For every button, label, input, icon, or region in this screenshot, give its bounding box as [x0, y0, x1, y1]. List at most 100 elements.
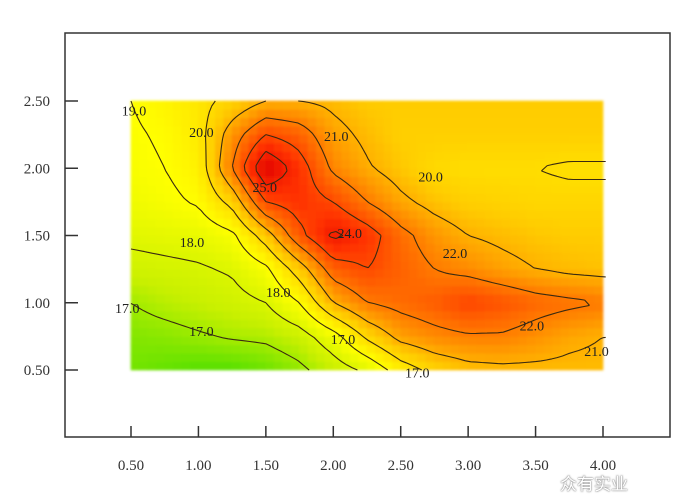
heatmap-cell — [358, 310, 368, 320]
heatmap-cell — [577, 142, 587, 152]
heatmap-cell — [408, 268, 418, 278]
heatmap-cell — [341, 277, 351, 287]
heatmap-cell — [476, 319, 486, 329]
heatmap-cell — [155, 209, 166, 219]
heatmap-cell — [130, 167, 140, 177]
heatmap-cell — [493, 336, 503, 346]
heatmap-cell — [594, 167, 604, 177]
heatmap-cell — [383, 243, 393, 253]
heatmap-cell — [568, 277, 579, 287]
heatmap-cell — [509, 167, 520, 177]
heatmap-cell — [543, 268, 553, 278]
heatmap-cell — [526, 361, 536, 371]
heatmap-cell — [358, 167, 368, 177]
heatmap-cell — [189, 361, 199, 371]
heatmap-cell — [214, 327, 225, 337]
heatmap-cell — [299, 142, 309, 152]
heatmap-cell — [518, 176, 528, 186]
heatmap-cell — [172, 134, 182, 144]
heatmap-cell — [450, 125, 461, 135]
heatmap-cell — [577, 252, 587, 262]
heatmap-cell — [543, 285, 553, 295]
heatmap-cell — [417, 277, 427, 287]
heatmap-cell — [585, 310, 595, 320]
heatmap-cell — [358, 218, 368, 228]
heatmap-cell — [257, 260, 267, 270]
heatmap-cell — [290, 184, 300, 194]
heatmap-cell — [206, 125, 216, 135]
heatmap-cell — [425, 352, 435, 362]
heatmap-cell — [189, 167, 199, 177]
heatmap-cell — [206, 151, 216, 161]
heatmap-cell — [442, 361, 452, 371]
heatmap-cell — [535, 277, 545, 287]
contour-22 — [231, 117, 590, 335]
contour-label: 17.0 — [115, 302, 140, 317]
heatmap-cell — [341, 344, 351, 354]
heatmap-cell — [501, 277, 511, 287]
heatmap-cell — [164, 235, 174, 245]
heatmap-cell — [130, 243, 140, 253]
heatmap-cell — [383, 344, 393, 354]
heatmap-cell — [535, 226, 545, 236]
heatmap-cell — [198, 285, 208, 295]
heatmap-cell — [198, 201, 208, 211]
heatmap-cell — [484, 336, 494, 346]
heatmap-cell — [383, 294, 393, 304]
heatmap-cell — [282, 277, 292, 287]
heatmap-cell — [577, 243, 587, 253]
heatmap-cell — [324, 310, 334, 320]
heatmap-cell — [172, 235, 182, 245]
heatmap-cell — [307, 142, 317, 152]
heatmap-cell — [307, 134, 317, 144]
contour-label: 25.0 — [253, 181, 278, 196]
heatmap-cell — [349, 336, 359, 346]
heatmap-cell — [181, 201, 191, 211]
heatmap-cell — [543, 159, 553, 169]
heatmap-cell — [341, 184, 351, 194]
heatmap-cell — [459, 117, 469, 127]
heatmap-cell — [206, 184, 216, 194]
heatmap-cell — [476, 327, 486, 337]
heatmap-cell — [408, 302, 418, 312]
contour-label: 20.0 — [418, 170, 443, 185]
heatmap-cell — [231, 201, 241, 211]
heatmap-cell — [189, 226, 199, 236]
heatmap-cell — [484, 294, 494, 304]
heatmap-cell — [341, 285, 351, 295]
heatmap-cell — [273, 268, 284, 278]
heatmap-cell — [526, 352, 536, 362]
heatmap-cell — [332, 226, 343, 236]
heatmap-cell — [341, 352, 351, 362]
heatmap-cell — [164, 361, 174, 371]
heatmap-cell — [358, 125, 368, 135]
heatmap-cell — [358, 209, 368, 219]
heatmap-cell — [434, 319, 444, 329]
heatmap-cell — [535, 209, 545, 219]
heatmap-cell — [332, 361, 343, 371]
heatmap-cell — [493, 285, 503, 295]
heatmap-cell — [273, 209, 284, 219]
heatmap-cell — [535, 218, 545, 228]
heatmap-cell — [299, 294, 309, 304]
heatmap-cell — [484, 302, 494, 312]
heatmap-cell — [307, 209, 317, 219]
contour-18 — [130, 248, 358, 371]
heatmap-cell — [155, 319, 166, 329]
heatmap-cell — [577, 352, 587, 362]
heatmap-cell — [341, 327, 351, 337]
heatmap-cell — [434, 193, 444, 203]
heatmap-cell — [417, 109, 427, 119]
heatmap-cell — [240, 226, 250, 236]
heatmap-cell — [459, 218, 469, 228]
heatmap-cell — [594, 268, 604, 278]
heatmap-cell — [543, 361, 553, 371]
heatmap-cell — [155, 352, 166, 362]
heatmap-cell — [391, 125, 402, 135]
heatmap-cell — [375, 226, 385, 236]
heatmap-cell — [299, 218, 309, 228]
heatmap-cell — [577, 167, 587, 177]
heatmap-cell — [273, 327, 284, 337]
heatmap-cell — [223, 361, 233, 371]
contour-label: 19.0 — [122, 104, 147, 119]
